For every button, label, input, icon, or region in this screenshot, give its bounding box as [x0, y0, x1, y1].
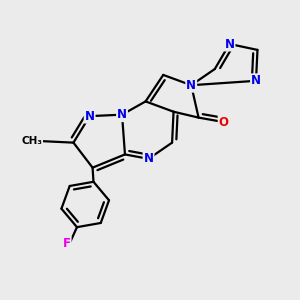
- Text: N: N: [117, 108, 127, 121]
- Text: CH₃: CH₃: [22, 136, 43, 146]
- Text: N: N: [143, 152, 154, 165]
- Text: N: N: [251, 74, 261, 87]
- Text: F: F: [63, 237, 71, 250]
- Text: N: N: [85, 110, 94, 123]
- Text: N: N: [186, 79, 196, 92]
- Text: O: O: [219, 116, 229, 128]
- Text: N: N: [224, 38, 235, 50]
